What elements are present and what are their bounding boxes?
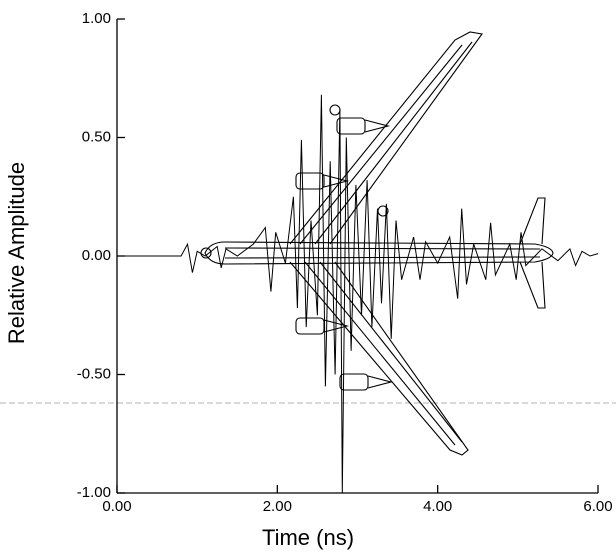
x-tick-label: 2.00 — [263, 498, 292, 515]
x-axis-title: Time (ns) — [262, 525, 354, 550]
y-tick-label: -1.00 — [77, 484, 111, 501]
x-tick-label: 4.00 — [423, 498, 452, 515]
y-tick-label: 0.00 — [82, 247, 111, 264]
signal-line — [117, 94, 599, 494]
y-tick-label: 0.50 — [82, 128, 111, 145]
y-tick-label: 1.00 — [82, 10, 111, 27]
y-tick-label: -0.50 — [77, 365, 111, 382]
airplane-drawing — [200, 31, 554, 456]
y-axis-title: Relative Amplitude — [4, 162, 29, 344]
x-tick-label: 6.00 — [583, 498, 612, 515]
x-tick-label: 0.00 — [102, 498, 131, 515]
